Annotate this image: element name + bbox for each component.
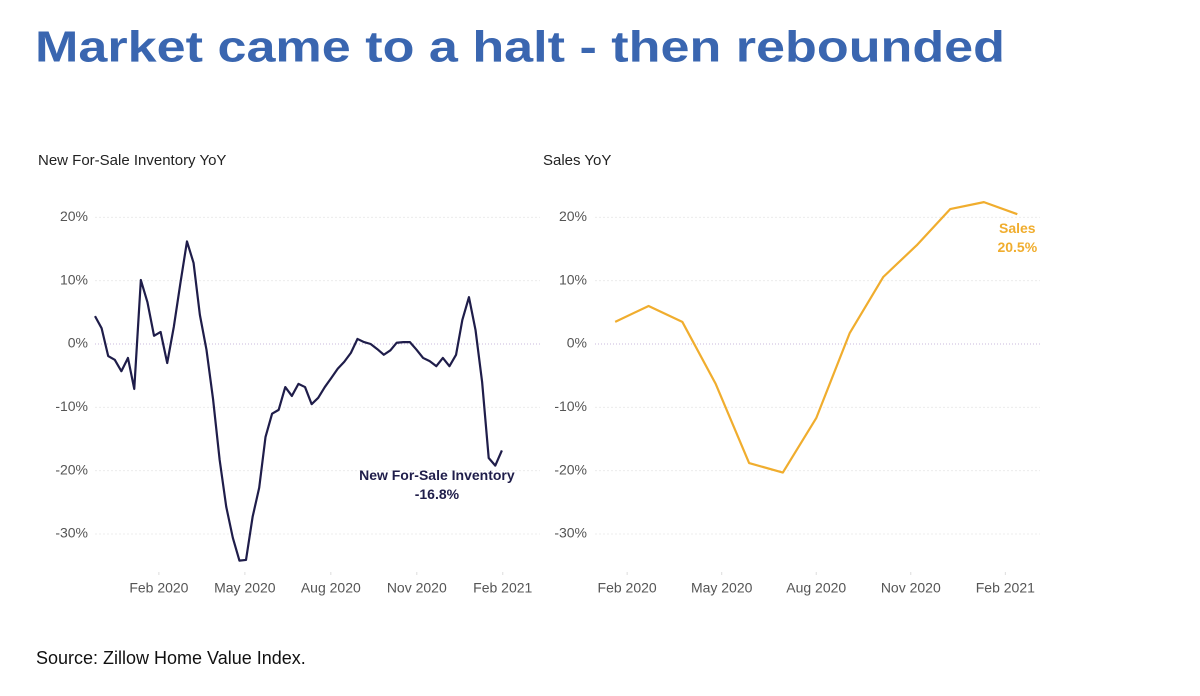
y-tick-label: -30%	[55, 525, 88, 541]
y-tick-label: 0%	[567, 335, 587, 351]
end-value-label: 20.5%	[997, 239, 1037, 255]
x-tick-label: Feb 2021	[473, 580, 532, 596]
x-tick-label: Feb 2020	[598, 580, 657, 596]
y-tick-label: -20%	[55, 461, 88, 477]
y-tick-label: -20%	[554, 461, 587, 477]
y-tick-label: 20%	[559, 208, 587, 224]
source: Source: Zillow Home Value Index.	[36, 648, 306, 668]
series-line	[94, 240, 503, 562]
y-tick-label: -30%	[554, 525, 587, 541]
x-tick-label: Nov 2020	[881, 580, 941, 596]
chart-title: Sales YoY	[543, 152, 611, 169]
series-label: New For-Sale Inventory	[359, 467, 515, 483]
y-tick-label: -10%	[554, 398, 587, 414]
end-value-label: -16.8%	[415, 486, 460, 502]
x-tick-label: May 2020	[214, 580, 276, 596]
y-tick-label: 0%	[68, 335, 88, 351]
chart-title: New For-Sale Inventory YoY	[38, 152, 226, 169]
x-tick-label: Aug 2020	[786, 580, 846, 596]
series-label: Sales	[999, 220, 1036, 236]
y-tick-label: 20%	[60, 208, 88, 224]
series-line	[614, 201, 1018, 474]
x-tick-label: Feb 2020	[129, 580, 188, 596]
x-tick-label: Feb 2021	[976, 580, 1035, 596]
y-tick-label: 10%	[559, 271, 587, 287]
slide-title: Market came to a halt - then rebounded	[35, 23, 1005, 72]
x-tick-label: Aug 2020	[301, 580, 361, 596]
y-tick-label: 10%	[60, 271, 88, 287]
y-tick-label: -10%	[55, 398, 88, 414]
x-tick-label: May 2020	[691, 580, 753, 596]
x-tick-label: Nov 2020	[387, 580, 447, 596]
